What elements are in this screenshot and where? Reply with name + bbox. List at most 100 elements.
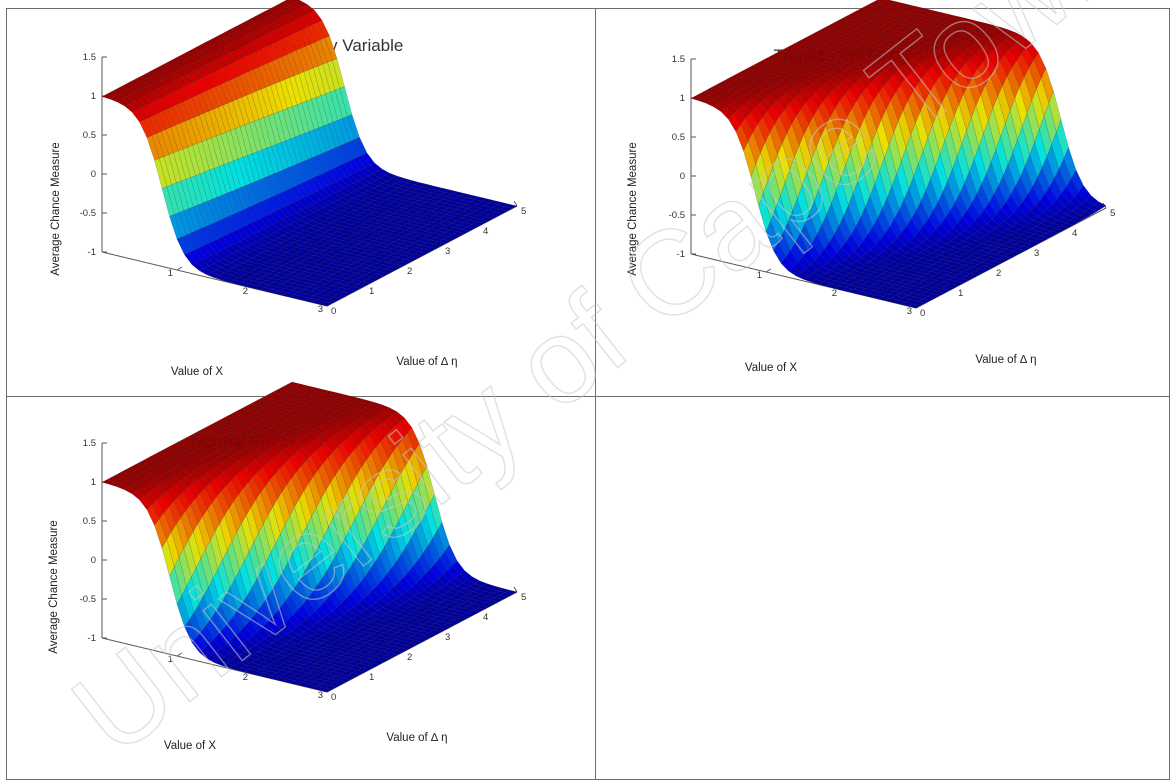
surface-patch — [342, 674, 357, 680]
surface-patch — [1055, 225, 1069, 231]
x-tick-label: 2 — [243, 286, 248, 297]
surface-patch — [399, 258, 414, 264]
surface-patch — [998, 255, 1012, 261]
surface-patch — [328, 296, 342, 302]
surface-patch — [1064, 220, 1079, 226]
surface-patch — [461, 612, 475, 618]
surface-patch — [489, 211, 504, 217]
y-tick-label: 3 — [1034, 248, 1039, 259]
surface-patch — [494, 208, 509, 214]
surface-patch — [1002, 253, 1017, 259]
z-tick-label: 1 — [91, 91, 96, 102]
surface-patch — [380, 268, 395, 274]
y-axis-label: Value of ∆ η — [975, 354, 1036, 366]
z-tick-label: -1 — [88, 633, 96, 644]
surface-patch — [371, 273, 385, 279]
surface-patch — [404, 642, 418, 648]
surface-patch — [428, 243, 442, 249]
z-tick-label: -1 — [88, 247, 96, 258]
x-tick-label: 1 — [168, 268, 173, 279]
surface — [101, 381, 518, 693]
surface-patch — [333, 293, 347, 299]
y-tick-label: 5 — [1110, 208, 1115, 219]
z-axis-label: Average Chance Measure — [627, 142, 639, 275]
y-tick-mark — [513, 586, 518, 593]
surface-patch — [390, 263, 404, 269]
surface-patch — [974, 268, 988, 274]
panel-empty — [596, 397, 1169, 779]
surface-patch — [413, 251, 428, 257]
surface — [690, 0, 1107, 309]
surface-patch — [404, 256, 418, 262]
surface-patch — [907, 303, 922, 309]
y-axis-label: Value of ∆ η — [386, 732, 447, 744]
surface-patch — [499, 206, 513, 212]
z-tick-label: 0.5 — [83, 130, 96, 141]
panel-triangular: Tr angular Fuzzy Variable1.510.50-0.5-11… — [7, 0, 594, 395]
surface-patch — [917, 298, 931, 304]
surface-patch — [480, 216, 494, 222]
surface-patch — [480, 602, 494, 608]
surface-patch — [1059, 222, 1074, 228]
figure-frame — [6, 8, 1170, 780]
surface-patch — [979, 265, 993, 271]
surface-patch — [461, 226, 475, 232]
surface-patch — [993, 258, 1007, 264]
surface-patch — [342, 288, 357, 294]
z-tick-label: -0.5 — [80, 208, 96, 219]
y-tick-label: 2 — [407, 266, 412, 277]
y-tick-label: 5 — [521, 206, 526, 217]
x-axis-label: Value of X — [164, 740, 217, 752]
surface-patch — [352, 283, 366, 289]
surface-patch — [385, 266, 399, 272]
surface-patch — [399, 644, 414, 650]
surface-patch — [451, 231, 466, 237]
surface-patch — [356, 667, 371, 673]
surface-patch — [451, 617, 466, 623]
surface-patch — [423, 632, 437, 638]
z-tick-label: 1.5 — [83, 438, 96, 449]
surface-patch — [466, 223, 480, 229]
surface-patch — [333, 679, 347, 685]
surface-patch — [337, 677, 352, 683]
y-tick-label: 3 — [445, 246, 450, 257]
z-tick-label: 1 — [91, 477, 96, 488]
surface-patch — [475, 218, 490, 224]
surface-patch — [323, 684, 338, 690]
surface-patch — [470, 607, 485, 613]
z-tick-label: 0 — [91, 555, 96, 566]
x-tick-label: 1 — [168, 654, 173, 665]
x-tick-label: 2 — [243, 672, 248, 683]
y-tick-mark — [513, 200, 518, 207]
surface-patch — [456, 614, 471, 620]
x-tick-label: 3 — [318, 690, 323, 701]
surface-patch — [361, 278, 376, 284]
surface-patch — [960, 275, 974, 281]
surface-plot-trapezoidal: Trapezo dal Fuzzy Variable1.510.50-0.5-1… — [627, 0, 1115, 374]
surface-patch — [437, 238, 452, 244]
surface-patch — [485, 213, 499, 219]
z-tick-label: -0.5 — [669, 210, 685, 221]
z-tick-label: -1 — [677, 249, 685, 260]
surface-patch — [1079, 211, 1093, 218]
surface-patch — [394, 261, 409, 267]
surface-patch — [371, 659, 385, 665]
y-tick-label: 2 — [407, 652, 412, 663]
surface-patch — [983, 263, 998, 269]
surface-patch — [969, 270, 984, 276]
surface-patch — [394, 647, 409, 653]
y-tick-label: 0 — [920, 308, 925, 319]
z-axis-label: Average Chance Measure — [50, 142, 62, 275]
surface-patch — [1069, 217, 1083, 223]
z-axis-label: Average Chance Measure — [48, 520, 60, 653]
z-tick-label: 1.5 — [83, 52, 96, 63]
z-tick-label: 0.5 — [83, 516, 96, 527]
surface-patch — [955, 278, 969, 284]
y-tick-label: 1 — [958, 288, 963, 299]
surface-patch — [504, 203, 518, 209]
surface-patch — [413, 637, 428, 643]
surface-patch — [352, 669, 366, 675]
panel-divider-vertical — [595, 8, 596, 780]
surface-patch — [950, 280, 965, 286]
y-tick-label: 4 — [483, 226, 488, 237]
